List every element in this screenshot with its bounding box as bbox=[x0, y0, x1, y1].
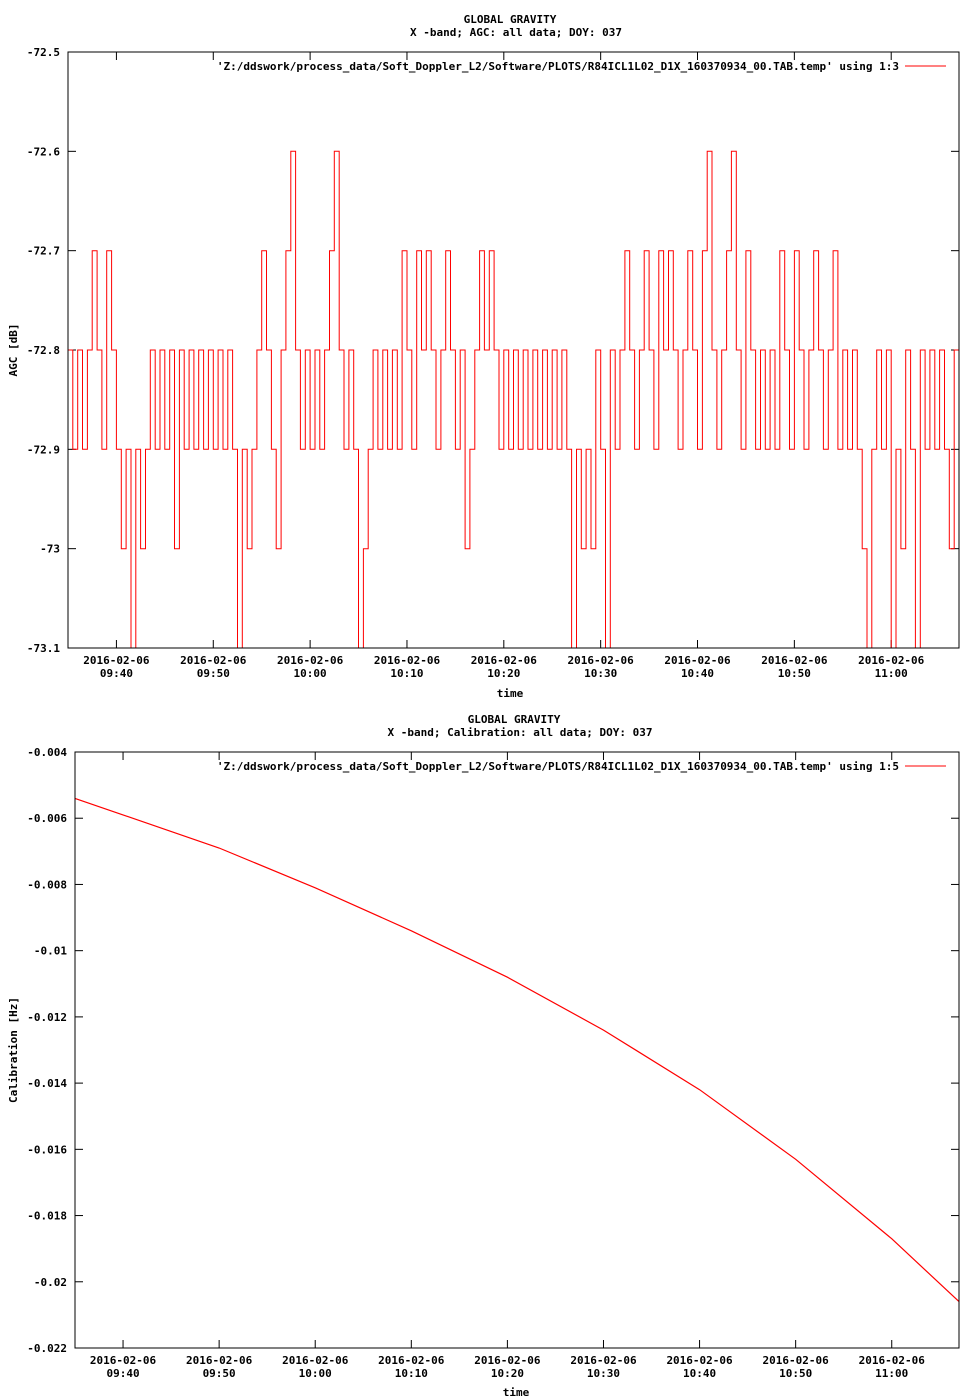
x-tick-date-label: 2016-02-06 bbox=[378, 1354, 445, 1367]
y-tick-label: -72.8 bbox=[27, 344, 60, 357]
agc-x-axis: 2016-02-0609:402016-02-0609:502016-02-06… bbox=[83, 52, 925, 680]
agc-plot-frame bbox=[67, 51, 960, 649]
x-tick-time-label: 09:50 bbox=[197, 667, 230, 680]
x-tick-time-label: 10:30 bbox=[584, 667, 617, 680]
cal-series-line bbox=[74, 797, 960, 1303]
x-tick-date-label: 2016-02-06 bbox=[277, 654, 344, 667]
x-tick-time-label: 10:10 bbox=[395, 1367, 428, 1380]
x-tick-date-label: 2016-02-06 bbox=[859, 1354, 926, 1367]
cal-subtitle: X -band; Calibration: all data; DOY: 037 bbox=[388, 726, 653, 739]
x-tick-date-label: 2016-02-06 bbox=[83, 654, 150, 667]
cal-x-axis: 2016-02-0609:402016-02-0609:502016-02-06… bbox=[90, 752, 925, 1380]
x-tick-time-label: 09:40 bbox=[106, 1367, 139, 1380]
x-tick-time-label: 09:50 bbox=[203, 1367, 236, 1380]
x-tick-date-label: 2016-02-06 bbox=[570, 1354, 637, 1367]
agc-series-line bbox=[68, 150, 959, 649]
agc-y-axis: -72.5 -72.6 -72.7 -72.8 -72.9 -73 -73.1 bbox=[27, 46, 959, 655]
x-tick-time-label: 10:10 bbox=[390, 667, 423, 680]
agc-x-label: time bbox=[497, 687, 524, 700]
x-tick-time-label: 10:20 bbox=[491, 1367, 524, 1380]
y-tick-label: -0.014 bbox=[27, 1077, 67, 1090]
x-tick-date-label: 2016-02-06 bbox=[761, 654, 828, 667]
x-tick-time-label: 10:00 bbox=[299, 1367, 332, 1380]
y-tick-label: -0.012 bbox=[27, 1011, 67, 1024]
x-tick-time-label: 10:50 bbox=[778, 667, 811, 680]
y-tick-label: -0.006 bbox=[27, 812, 67, 825]
y-tick-label: -0.018 bbox=[27, 1210, 67, 1223]
y-tick-label: -0.008 bbox=[27, 878, 67, 891]
x-tick-date-label: 2016-02-06 bbox=[90, 1354, 157, 1367]
cal-legend-label: 'Z:/ddswork/process_data/Soft_Doppler_L2… bbox=[217, 760, 899, 773]
y-tick-label: -73 bbox=[40, 543, 60, 556]
x-tick-date-label: 2016-02-06 bbox=[666, 1354, 733, 1367]
y-tick-label: -0.004 bbox=[27, 746, 67, 759]
x-tick-date-label: 2016-02-06 bbox=[763, 1354, 830, 1367]
x-tick-time-label: 10:30 bbox=[587, 1367, 620, 1380]
x-tick-date-label: 2016-02-06 bbox=[471, 654, 538, 667]
x-tick-date-label: 2016-02-06 bbox=[374, 654, 441, 667]
x-tick-date-label: 2016-02-06 bbox=[180, 654, 247, 667]
cal-plot-frame bbox=[74, 751, 960, 1349]
agc-legend-label: 'Z:/ddswork/process_data/Soft_Doppler_L2… bbox=[217, 60, 899, 73]
y-tick-label: -0.016 bbox=[27, 1143, 67, 1156]
x-tick-time-label: 10:20 bbox=[487, 667, 520, 680]
cal-y-axis: -0.004 -0.006 -0.008 -0.01 -0.012 -0.014 -0.01… bbox=[27, 746, 959, 1355]
x-tick-date-label: 2016-02-06 bbox=[664, 654, 731, 667]
x-tick-time-label: 10:50 bbox=[779, 1367, 812, 1380]
x-tick-date-label: 2016-02-06 bbox=[282, 1354, 349, 1367]
x-tick-time-label: 10:00 bbox=[294, 667, 327, 680]
agc-panel: GLOBAL GRAVITY X -band; AGC: all data; D… bbox=[7, 13, 960, 700]
x-tick-time-label: 10:40 bbox=[683, 1367, 716, 1380]
calibration-panel: GLOBAL GRAVITY X -band; Calibration: all… bbox=[7, 713, 960, 1399]
agc-title: GLOBAL GRAVITY bbox=[464, 13, 557, 26]
x-tick-date-label: 2016-02-06 bbox=[858, 654, 925, 667]
x-tick-time-label: 09:40 bbox=[100, 667, 133, 680]
x-tick-time-label: 11:00 bbox=[875, 667, 908, 680]
y-tick-label: -72.6 bbox=[27, 145, 60, 158]
x-tick-time-label: 10:40 bbox=[681, 667, 714, 680]
y-tick-label: -72.9 bbox=[27, 443, 60, 456]
y-tick-label: -72.7 bbox=[27, 245, 60, 258]
y-tick-label: -73.1 bbox=[27, 642, 60, 655]
cal-title: GLOBAL GRAVITY bbox=[468, 713, 561, 726]
y-tick-label: -0.022 bbox=[27, 1342, 67, 1355]
y-tick-label: -0.02 bbox=[34, 1276, 67, 1289]
agc-subtitle: X -band; AGC: all data; DOY: 037 bbox=[410, 26, 622, 39]
y-tick-label: -0.01 bbox=[34, 945, 67, 958]
x-tick-date-label: 2016-02-06 bbox=[568, 654, 635, 667]
x-tick-time-label: 11:00 bbox=[875, 1367, 908, 1380]
y-tick-label: -72.5 bbox=[27, 46, 60, 59]
cal-x-label: time bbox=[503, 1386, 530, 1399]
x-tick-date-label: 2016-02-06 bbox=[186, 1354, 253, 1367]
x-tick-date-label: 2016-02-06 bbox=[474, 1354, 541, 1367]
cal-y-label: Calibration [Hz] bbox=[7, 997, 20, 1103]
agc-y-label: AGC [dB] bbox=[7, 324, 20, 377]
